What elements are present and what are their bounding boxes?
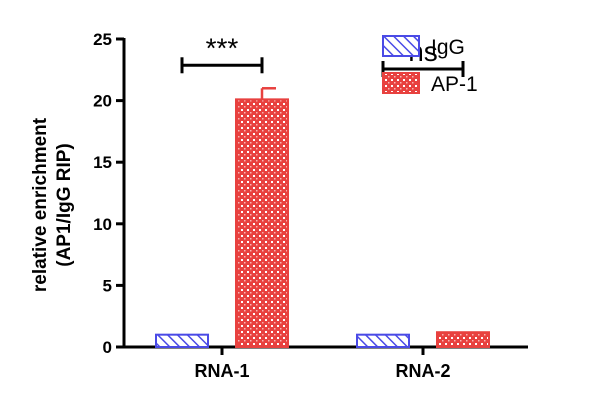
bar-igg-rna-1 xyxy=(155,333,209,348)
legend: IgG AP-1 xyxy=(382,35,478,96)
significance-label: *** xyxy=(206,32,239,63)
legend-label-ap-1: AP-1 xyxy=(431,73,478,96)
y-tick-label: 10 xyxy=(93,215,112,234)
bars xyxy=(155,87,490,349)
x-axis: RNA-1 RNA-2 xyxy=(123,345,528,381)
y-tick-label: 20 xyxy=(93,92,112,111)
bar-ap-1-rna-2 xyxy=(436,331,490,349)
legend-label-igg: IgG xyxy=(431,36,465,59)
x-tick-label-rna-1: RNA-1 xyxy=(194,361,249,381)
y-tick-label: 15 xyxy=(93,153,112,172)
significance-annotations: *** ns xyxy=(180,32,465,77)
y-axis-title-line-2: (AP1/IgG RIP) xyxy=(54,143,75,267)
bar-igg-rna-2 xyxy=(356,333,410,348)
x-tick-label-rna-2: RNA-2 xyxy=(395,361,450,381)
legend-swatch-ap-1 xyxy=(382,72,420,94)
y-axis-title-line-1: relative enrichment xyxy=(30,117,51,292)
legend-swatch-igg xyxy=(382,35,420,57)
bar-ap-1-rna-1 xyxy=(235,98,289,348)
y-tick-label: 0 xyxy=(103,338,112,357)
y-tick-label: 25 xyxy=(93,30,112,49)
y-tick-label: 5 xyxy=(103,276,112,295)
y-axis-title: relative enrichment (AP1/IgG RIP) xyxy=(30,117,75,292)
y-axis: 0 5 10 15 20 25 xyxy=(93,30,126,357)
